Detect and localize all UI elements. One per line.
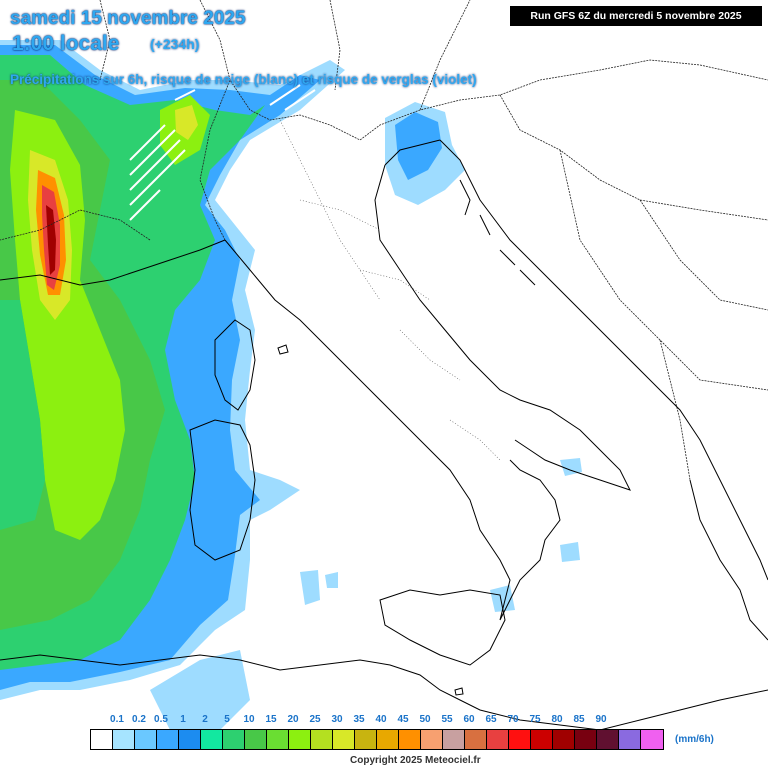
coast-balkans (439, 139, 768, 581)
legend-swatch (377, 730, 399, 749)
legend-swatch (355, 730, 377, 749)
legend-label: 20 (287, 714, 299, 725)
legend-label: 5 (224, 714, 230, 725)
legend-swatch (289, 730, 311, 749)
legend-label: 25 (309, 714, 321, 725)
legend-swatch (157, 730, 179, 749)
coast-gulf-lion (0, 239, 226, 286)
legend-label: 65 (485, 714, 497, 725)
legend-swatch (223, 730, 245, 749)
legend-swatch (245, 730, 267, 749)
legend-label: 35 (353, 714, 365, 725)
legend-swatch (267, 730, 289, 749)
map-subtitle: Précipitations sur 6h, risque de neige (… (10, 72, 477, 87)
coast-corsica (214, 319, 256, 411)
legend-label: 85 (573, 714, 585, 725)
legend-label: 0.5 (154, 714, 168, 725)
legend-swatch (201, 730, 223, 749)
run-info-badge: Run GFS 6Z du mercredi 5 novembre 2025 (510, 6, 762, 26)
legend-swatch (465, 730, 487, 749)
legend-label: 40 (375, 714, 387, 725)
legend-swatch (113, 730, 135, 749)
coast-croatia-islands (459, 179, 536, 286)
legend-swatch (443, 730, 465, 749)
snow-risk-hatch (129, 84, 316, 221)
legend-label: 1 (180, 714, 186, 725)
coast-sardinia (189, 419, 256, 561)
legend-swatch (619, 730, 641, 749)
coast-italy-east (374, 164, 631, 491)
legend-swatch (641, 730, 663, 749)
coastlines (0, 139, 768, 731)
legend-swatch (487, 730, 509, 749)
legend-label: 90 (595, 714, 607, 725)
coast-malta (454, 687, 464, 696)
regional-borders (279, 119, 501, 461)
legend-label: 2 (202, 714, 208, 725)
legend-unit: (mm/6h) (675, 734, 714, 745)
legend-label: 0.1 (110, 714, 124, 725)
legend-swatch (575, 730, 597, 749)
legend-swatch (597, 730, 619, 749)
legend-swatch (91, 730, 113, 749)
legend-label: 60 (463, 714, 475, 725)
legend-label: 15 (265, 714, 277, 725)
legend-label: 55 (441, 714, 453, 725)
forecast-lead-time: (+234h) (150, 36, 200, 52)
legend-swatch (135, 730, 157, 749)
coast-elba (277, 344, 289, 355)
country-borders (0, 0, 768, 481)
legend-swatch (333, 730, 355, 749)
copyright-notice: Copyright 2025 Meteociel.fr (350, 755, 481, 766)
legend-swatch (421, 730, 443, 749)
legend-swatch (531, 730, 553, 749)
legend-label: 70 (507, 714, 519, 725)
coast-sicily (379, 589, 506, 666)
legend-label: 75 (529, 714, 541, 725)
legend-label: 80 (551, 714, 563, 725)
precipitation-legend: 0.1 0.2 0.5 1 2 5 10 15 20 25 30 35 40 45 50 55 60 65 70 75… (90, 714, 730, 756)
legend-swatch (509, 730, 531, 749)
coast-africa (0, 654, 768, 731)
coast-greece (689, 479, 768, 641)
legend-color-bar (90, 729, 664, 750)
legend-swatch (179, 730, 201, 749)
legend-swatch (553, 730, 575, 749)
legend-label: 10 (243, 714, 255, 725)
coast-italy-west (224, 239, 561, 621)
legend-label: 30 (331, 714, 343, 725)
legend-swatch (399, 730, 421, 749)
forecast-time: 1:00 locale (12, 32, 120, 55)
coast-adriatic-north (384, 139, 441, 166)
precip-field-west (0, 40, 345, 700)
legend-label: 45 (397, 714, 409, 725)
legend-label: 0.2 (132, 714, 146, 725)
legend-label: 50 (419, 714, 431, 725)
precip-field-adriatic (150, 102, 582, 730)
legend-labels: 0.1 0.2 0.5 1 2 5 10 15 20 25 30 35 40 45 50 55 60 65 70 75… (90, 714, 690, 726)
forecast-date: samedi 15 novembre 2025 (10, 8, 246, 29)
legend-swatch (311, 730, 333, 749)
